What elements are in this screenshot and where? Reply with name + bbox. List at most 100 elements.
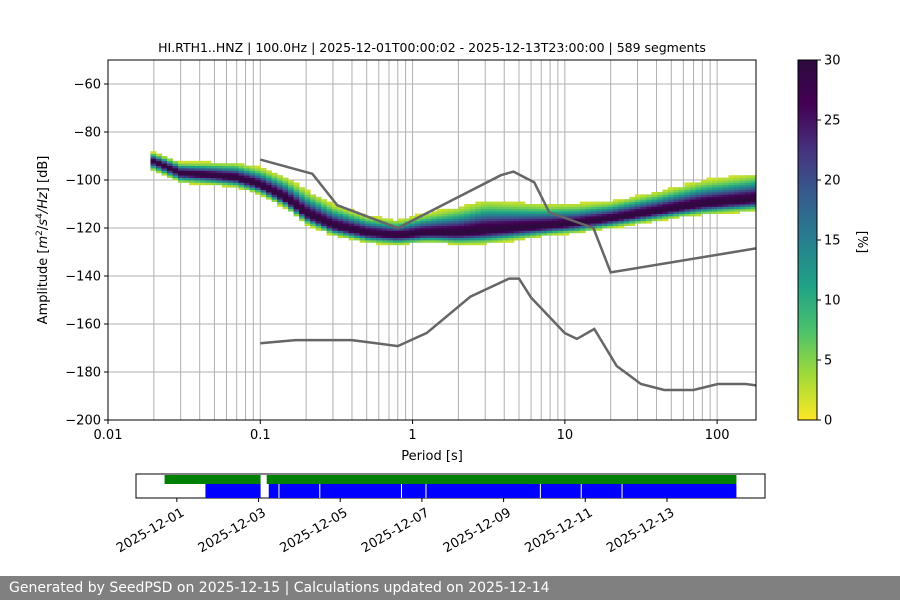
psd-cell [678, 192, 685, 195]
psd-cell [392, 237, 399, 241]
psd-cell [574, 204, 581, 207]
chart-title: HI.RTH1..HNZ | 100.0Hz | 2025-12-01T00:0… [158, 40, 706, 55]
psd-cell [315, 208, 322, 212]
psd-cell [293, 194, 300, 198]
psd-cell [684, 211, 691, 214]
psd-cell [249, 177, 256, 181]
psd-cell [469, 208, 476, 212]
psd-cell [508, 204, 515, 207]
psd-cell [662, 194, 669, 198]
psd-cell [332, 225, 339, 229]
psd-cell [711, 177, 718, 181]
psd-cell [513, 237, 520, 241]
psd-cell [326, 225, 333, 229]
psd-cell [508, 216, 515, 219]
psd-cell [541, 218, 548, 222]
psd-cell [513, 213, 520, 217]
psd-cell [420, 216, 427, 219]
psd-cell [409, 228, 416, 231]
psd-cell [563, 206, 570, 210]
psd-cell [667, 187, 674, 190]
psd-cell [249, 175, 256, 178]
psd-cell [700, 180, 707, 183]
psd-cell [612, 225, 619, 229]
psd-cell [398, 235, 405, 238]
psd-cell [717, 180, 724, 183]
psd-cell [442, 223, 449, 226]
psd-cell [656, 216, 663, 219]
psd-cell [744, 180, 751, 183]
psd-cell [612, 199, 619, 202]
psd-cell [299, 189, 306, 193]
psd-cell [244, 165, 251, 169]
psd-cell [447, 216, 454, 219]
psd-cell [177, 165, 184, 169]
psd-cell [579, 204, 586, 207]
psd-cell [469, 225, 476, 229]
psd-cell [557, 211, 564, 214]
psd-cell [728, 199, 735, 202]
psd-cell [678, 211, 685, 214]
psd-cell [354, 237, 361, 241]
psd-cell [376, 240, 383, 243]
psd-cell [222, 175, 229, 178]
psd-cell [486, 208, 493, 212]
psd-cell [513, 201, 520, 205]
psd-cell [574, 223, 581, 226]
psd-cell [519, 213, 526, 217]
psd-cell [486, 235, 493, 238]
psd-cell [601, 220, 608, 224]
psd-cell [332, 232, 339, 236]
psd-cell [409, 237, 416, 241]
psd-cell [271, 187, 278, 190]
timeline-tick-label: 2025-12-07 [359, 505, 432, 556]
psd-cell [233, 182, 240, 186]
psd-cell [733, 211, 740, 214]
psd-cell [557, 208, 564, 212]
psd-cell [634, 208, 641, 212]
psd-cell [502, 223, 509, 226]
psd-cell [497, 220, 504, 224]
psd-cell [739, 196, 746, 200]
psd-cell [354, 230, 361, 234]
psd-cell [464, 228, 471, 231]
psd-cell [486, 230, 493, 234]
psd-cell [524, 206, 531, 210]
psd-cell [348, 235, 355, 238]
psd-cell [365, 218, 372, 222]
psd-cell [194, 170, 201, 174]
psd-cell [233, 177, 240, 181]
psd-cell [475, 204, 482, 207]
psd-cell [321, 220, 328, 224]
psd-cell [172, 175, 179, 178]
psd-cell [304, 208, 311, 212]
psd-cell [502, 211, 509, 214]
psd-cell [739, 182, 746, 186]
psd-cell [464, 223, 471, 226]
psd-cell [634, 199, 641, 202]
psd-cell [370, 216, 377, 219]
psd-cell [293, 208, 300, 212]
psd-cell [464, 237, 471, 241]
psd-cell [530, 213, 537, 217]
psd-cell [343, 216, 350, 219]
psd-cell [585, 228, 592, 231]
psd-cell [469, 242, 476, 246]
psd-cell [447, 223, 454, 226]
psd-cell [155, 160, 162, 164]
psd-cell [188, 172, 195, 176]
psd-cell [260, 180, 267, 183]
psd-cell [728, 206, 735, 210]
psd-cell [442, 230, 449, 234]
psd-cell [535, 223, 542, 226]
psd-cell [480, 220, 487, 224]
psd-cell [541, 213, 548, 217]
psd-cell [475, 223, 482, 226]
psd-cell [414, 240, 421, 243]
psd-cell [497, 201, 504, 205]
psd-cell [656, 211, 663, 214]
psd-cell [150, 165, 157, 169]
psd-cell [387, 232, 394, 236]
psd-cell [519, 211, 526, 214]
psd-cell [733, 199, 740, 202]
